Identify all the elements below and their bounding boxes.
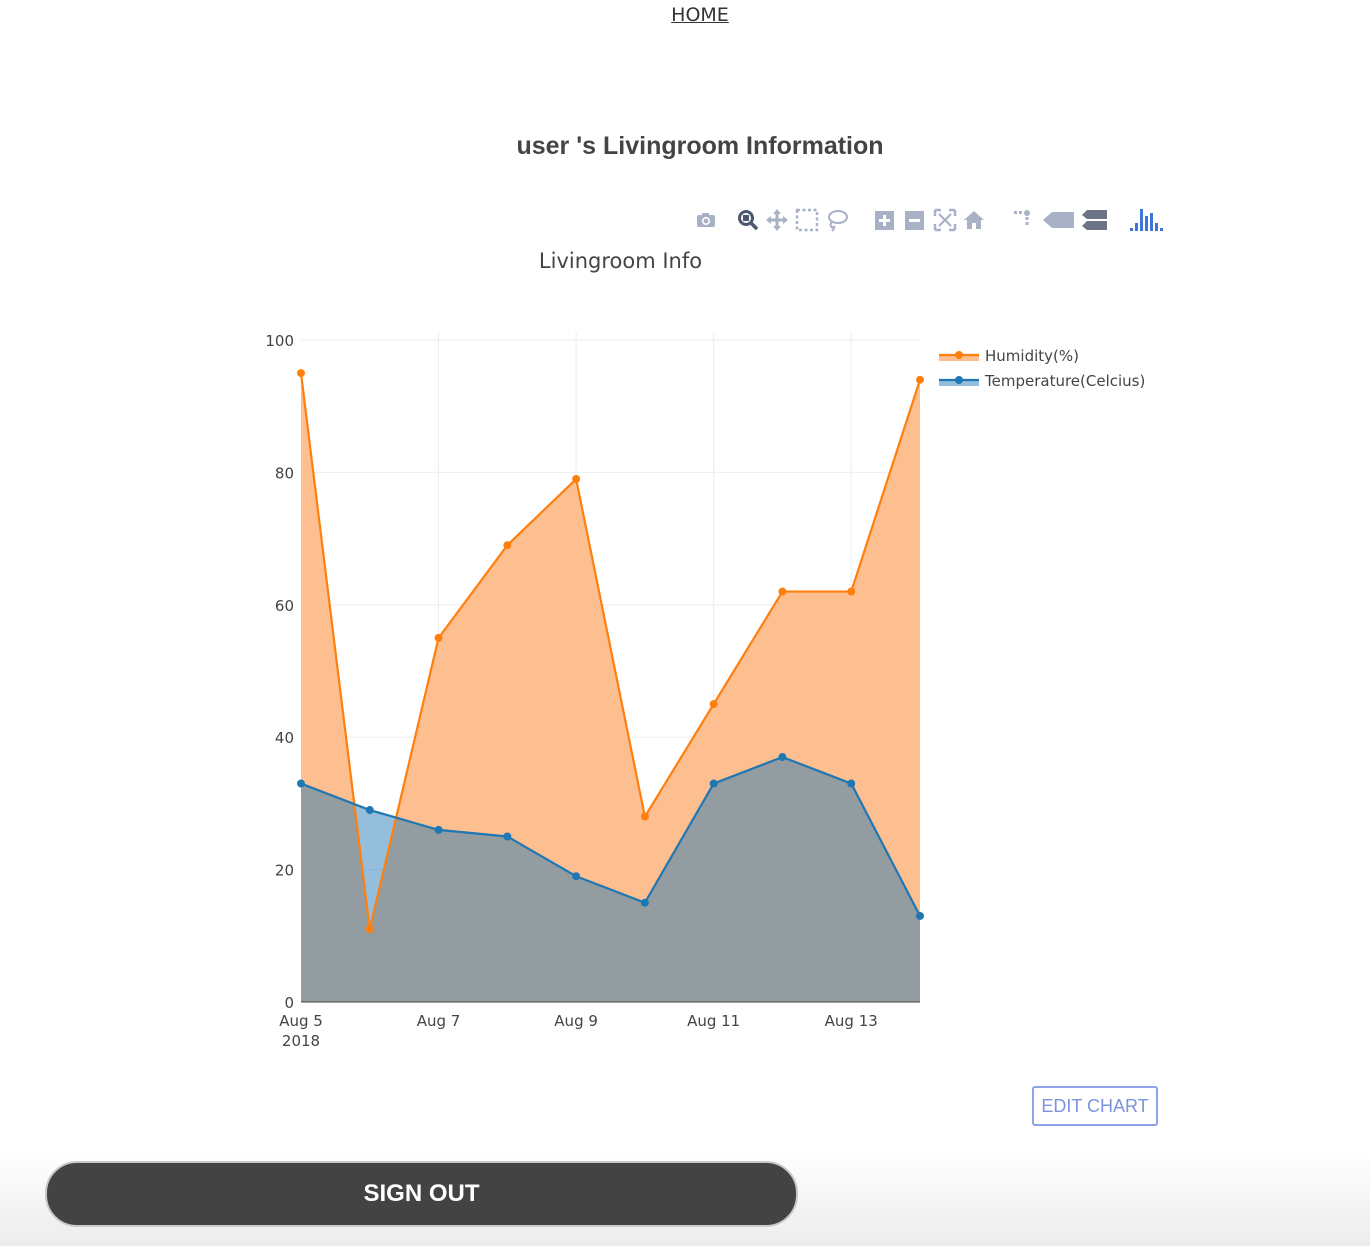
- series-line-1: [300, 755, 921, 917]
- pan-icon[interactable]: [763, 206, 791, 234]
- chart-modebar: [692, 206, 1167, 234]
- data-point-0-3: [503, 541, 512, 550]
- x-tick-label: Aug 7: [417, 1012, 461, 1030]
- sign-out-button[interactable]: SIGN OUT: [45, 1161, 798, 1227]
- x-tick-label: Aug 5: [279, 1012, 323, 1030]
- data-point-0-1: [365, 925, 374, 934]
- data-point-0-2: [434, 633, 443, 642]
- reset-axes-icon[interactable]: [960, 206, 988, 234]
- data-point-1-4: [572, 872, 581, 881]
- autoscale-icon[interactable]: [931, 206, 959, 234]
- data-point-0-5: [640, 812, 649, 821]
- box-select-icon[interactable]: [793, 206, 821, 234]
- livingroom-chart: Livingroom Info 0 20 40 60 80 100 Aug 5 Aug 7 Aug…: [265, 249, 1145, 1050]
- area-fill-1: [301, 757, 920, 1002]
- data-point-1-7: [778, 753, 787, 762]
- legend-label: Temperature(Celcius): [984, 372, 1145, 390]
- y-tick-label: 100: [265, 332, 294, 350]
- camera-icon[interactable]: [692, 206, 720, 234]
- data-point-1-6: [709, 779, 718, 788]
- x-tick-sublabel: 2018: [282, 1032, 320, 1050]
- data-point-1-0: [297, 779, 305, 788]
- legend-marker-0: [955, 351, 963, 359]
- y-tick-label: 0: [284, 994, 294, 1012]
- data-point-0-9: [916, 375, 924, 384]
- x-tick-label: Aug 11: [687, 1012, 740, 1030]
- y-tick-label: 60: [275, 597, 294, 615]
- edit-chart-button[interactable]: EDIT CHART: [1032, 1086, 1158, 1126]
- data-point-0-8: [847, 587, 856, 596]
- zoom-icon[interactable]: [734, 206, 762, 234]
- y-tick-label: 40: [275, 729, 294, 747]
- hover-closest-icon[interactable]: [1040, 206, 1076, 234]
- home-link[interactable]: HOME: [671, 4, 729, 26]
- hover-compare-icon[interactable]: [1080, 206, 1110, 234]
- data-point-0-4: [572, 475, 581, 484]
- data-point-1-1: [365, 806, 374, 815]
- zoom-in-icon[interactable]: [871, 206, 899, 234]
- legend-label: Humidity(%): [985, 347, 1079, 365]
- data-point-0-7: [778, 587, 787, 596]
- legend-marker-1: [955, 376, 963, 384]
- data-point-1-5: [640, 898, 649, 907]
- x-tick-label: Aug 13: [825, 1012, 878, 1030]
- y-tick-label: 80: [275, 464, 294, 482]
- data-point-1-3: [503, 832, 512, 841]
- page-title: user 's Livingroom Information: [516, 132, 884, 160]
- data-point-0-6: [709, 700, 718, 709]
- spike-lines-icon[interactable]: [1008, 206, 1036, 234]
- area-fill-0: [301, 373, 920, 1003]
- x-tick-label: Aug 9: [554, 1012, 598, 1030]
- zoom-out-icon[interactable]: [901, 206, 929, 234]
- data-point-0-0: [297, 369, 305, 378]
- lasso-select-icon[interactable]: [823, 206, 851, 234]
- plotly-logo-icon[interactable]: [1128, 206, 1164, 234]
- data-point-1-2: [434, 825, 443, 834]
- chart-title: Livingroom Info: [539, 249, 702, 273]
- y-tick-label: 20: [275, 862, 294, 880]
- data-point-1-9: [916, 911, 924, 920]
- series-line-0: [299, 372, 922, 930]
- data-point-1-8: [847, 779, 856, 788]
